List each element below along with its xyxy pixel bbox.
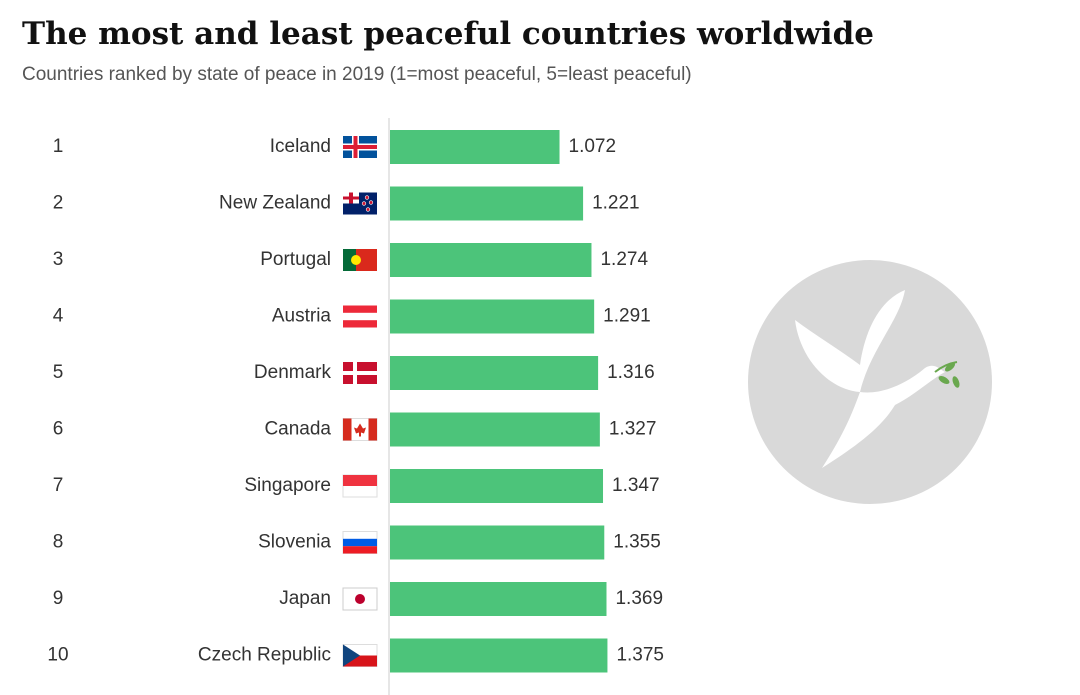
f [343,145,377,149]
rank-label: 1 [53,136,64,157]
value-label: 1.355 [613,532,661,553]
bar [390,582,607,616]
value-label: 1.291 [603,306,651,327]
f [343,655,377,667]
category-label: Slovenia [258,532,331,553]
value-label: 1.072 [569,136,617,157]
f [351,255,361,265]
flag [342,587,378,611]
f [343,475,377,486]
rank-label: 9 [53,588,64,609]
flag [343,305,377,328]
f [343,546,377,554]
bar [390,525,605,560]
chart-title: The most and least peaceful countries wo… [22,16,874,52]
rank-label: 7 [53,475,64,496]
f [343,249,356,271]
flag [342,418,378,441]
f [368,200,374,205]
value-label: 1.221 [592,193,640,214]
category-label: Japan [279,588,331,609]
rank-label: 6 [53,419,64,440]
chart-subtitle: Countries ranked by state of peace in 20… [22,64,692,85]
category-label: Portugal [260,249,331,270]
flag [342,474,378,498]
bar [390,243,592,277]
f [343,312,377,321]
category-label: Denmark [254,362,332,383]
value-label: 1.369 [615,588,663,609]
value-label: 1.347 [612,475,660,496]
f [361,201,367,206]
rank-label: 4 [53,306,64,327]
category-label: Czech Republic [198,645,331,666]
f [343,418,352,441]
dove-icon [748,260,992,504]
flag [343,362,377,384]
value-label: 1.327 [609,419,657,440]
f [355,594,365,604]
flag [342,531,378,554]
f [368,418,377,441]
f [364,195,370,200]
value-label: 1.316 [607,362,655,383]
flag [343,249,377,271]
bar [390,130,560,164]
f [343,371,377,375]
f [343,644,360,667]
rank-label: 8 [53,532,64,553]
value-label: 1.375 [616,645,664,666]
f [354,423,366,437]
rank-label: 5 [53,362,64,383]
bar [390,299,595,334]
f [343,538,377,547]
bar [390,356,599,390]
category-label: Iceland [270,136,331,157]
value-label: 1.274 [600,249,648,270]
rank-label: 10 [47,645,68,666]
bar [390,469,604,503]
f [343,196,359,200]
bar [390,638,608,673]
flag [343,136,377,158]
category-label: Canada [264,419,331,440]
category-label: New Zealand [219,193,331,214]
rank-label: 3 [53,249,64,270]
flag [342,644,378,667]
f [365,207,371,212]
flag [343,192,377,215]
category-label: Austria [272,306,332,327]
bar [390,412,600,447]
category-label: Singapore [244,475,331,496]
rank-label: 2 [53,193,64,214]
bar [390,186,584,221]
